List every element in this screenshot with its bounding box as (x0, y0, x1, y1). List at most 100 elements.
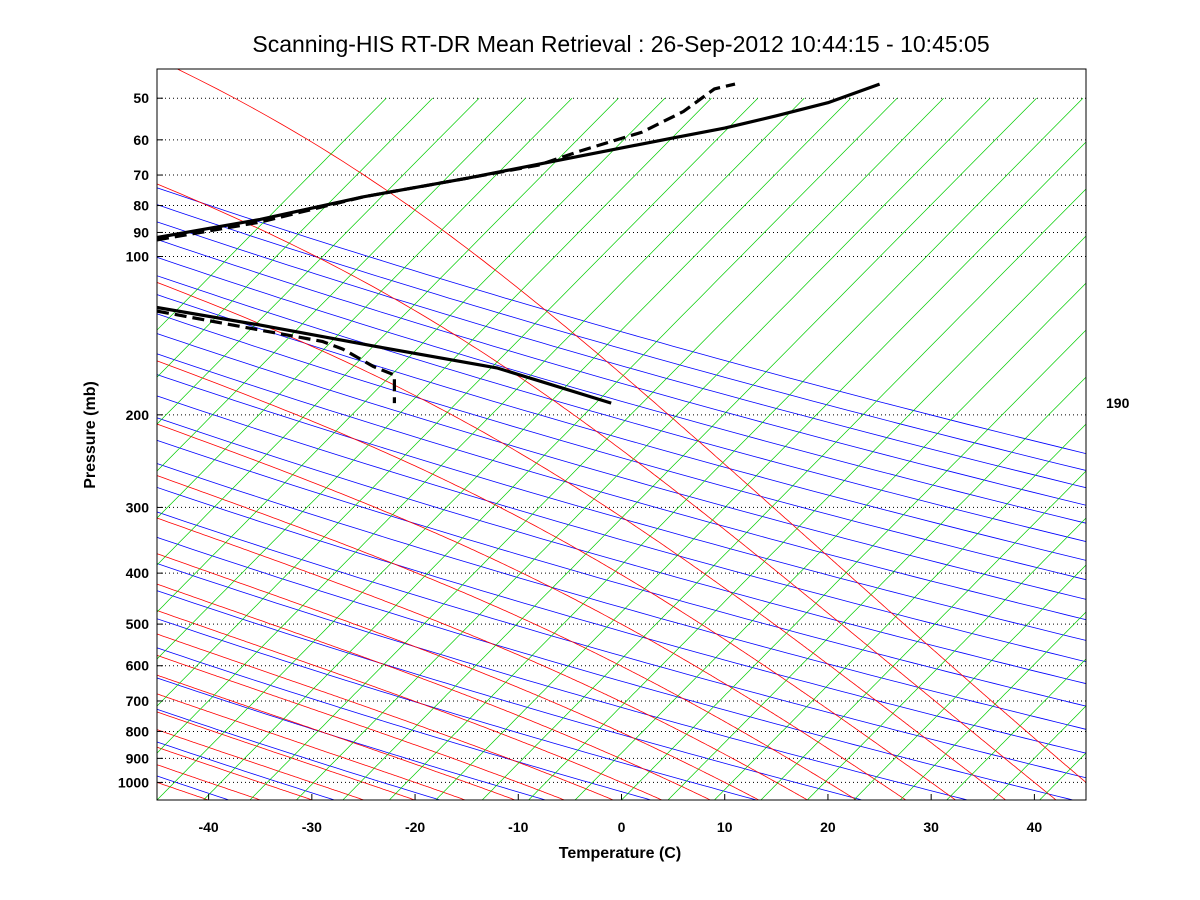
profile-line-dashed (157, 82, 736, 242)
moist-adiabat (157, 583, 711, 800)
moist-adiabat (157, 633, 614, 800)
y-axis: 50 60 70 80 90 100 200 300 400 500 600 700 800 900 100… (118, 90, 163, 790)
dry-adiabat (157, 536, 1074, 800)
mixing-ratio-line (946, 658, 1086, 800)
dry-adiabat (157, 741, 335, 800)
mixing-ratio-line (157, 97, 759, 707)
mixing-ratio-line (528, 235, 1086, 800)
y-tick-label: 1000 (118, 774, 149, 790)
mixing-ratio-line (807, 517, 1086, 800)
mixing-ratio-line (899, 611, 1086, 800)
x-tick-label: -10 (508, 819, 528, 835)
moist-adiabat (157, 423, 907, 800)
moist-adiabat (157, 746, 313, 800)
dry-adiabat (157, 439, 1086, 707)
dry-adiabat (157, 333, 1086, 600)
y-tick-label: 50 (133, 90, 149, 106)
mixing-ratio-line (157, 97, 712, 660)
side-label: 190 (1106, 395, 1130, 411)
moist-adiabat (157, 764, 261, 800)
dry-adiabat (157, 590, 863, 800)
y-tick-label: 900 (126, 750, 150, 766)
mixing-ratio-line (203, 97, 898, 800)
thermo-background-lines (0, 69, 1200, 800)
y-tick-label: 80 (133, 198, 149, 214)
mixing-ratio-line (621, 329, 1086, 800)
dry-adiabat (157, 563, 968, 800)
mixing-ratio-line (1039, 752, 1086, 800)
mixing-ratio-line (157, 97, 851, 800)
dry-adiabat (157, 395, 1086, 663)
x-tick-label: 30 (923, 819, 939, 835)
dry-adiabat (157, 256, 1086, 524)
mixing-ratio-line (389, 97, 1084, 800)
dry-adiabat (157, 511, 1086, 779)
dry-adiabat (157, 187, 1086, 455)
x-tick-label: -40 (198, 819, 218, 835)
moist-adiabat (157, 781, 209, 800)
y-tick-label: 300 (126, 499, 150, 515)
dry-adiabat (157, 353, 1086, 621)
mixing-ratio-line (1133, 98, 1200, 800)
moist-adiabat (157, 281, 1006, 800)
profile-line-solid (157, 82, 881, 240)
x-tick-label: 40 (1027, 819, 1043, 835)
mixing-ratio-line (157, 97, 433, 378)
y-axis-label: Pressure (mb) (82, 381, 99, 489)
mixing-ratio-line (435, 141, 1086, 800)
y-tick-label: 800 (126, 723, 150, 739)
x-tick-label: -20 (405, 819, 425, 835)
dry-adiabat (157, 204, 1086, 471)
mixing-ratio-line (157, 97, 480, 425)
dry-adiabat (157, 239, 1086, 506)
mixing-ratio-line (481, 188, 1086, 800)
profile-series (157, 82, 881, 405)
moist-adiabat (157, 674, 516, 800)
mixing-ratio-line (157, 97, 805, 754)
x-axis-label: Temperature (C) (559, 845, 681, 862)
moist-adiabat (176, 69, 1086, 783)
dry-adiabat (157, 618, 757, 800)
moist-adiabat (157, 517, 808, 800)
mixing-ratio-line (760, 470, 1086, 800)
dry-adiabat (157, 708, 441, 800)
y-tick-label: 60 (133, 132, 149, 148)
y-tick-label: 70 (133, 167, 149, 183)
moist-adiabat (157, 475, 857, 800)
mixing-ratio-line (667, 376, 1086, 800)
y-tick-label: 500 (126, 616, 150, 632)
moist-adiabat (157, 693, 466, 800)
dry-adiabat (0, 69, 18, 800)
mixing-ratio-line (992, 705, 1086, 800)
moist-adiabat (157, 360, 956, 800)
y-tick-label: 400 (126, 565, 150, 581)
mixing-ratio-line (157, 97, 526, 472)
dry-adiabat (0, 69, 123, 800)
mixing-ratio-line (157, 97, 666, 613)
x-tick-label: 20 (820, 819, 836, 835)
mixing-ratio-line (574, 282, 1086, 800)
dry-adiabat (157, 463, 1086, 730)
profile-line-dashed (157, 309, 396, 404)
y-tick-label: 200 (126, 407, 150, 423)
moist-adiabat (157, 654, 565, 800)
mixing-ratio-line (157, 97, 573, 519)
mixing-ratio-line (853, 564, 1086, 800)
moist-adiabat (157, 183, 1057, 800)
dry-adiabat (157, 275, 1086, 542)
y-tick-label: 600 (126, 658, 150, 674)
x-tick-label: 10 (717, 819, 733, 835)
mixing-ratio-line (157, 97, 619, 566)
y-tick-label: 90 (133, 224, 149, 240)
dry-adiabat (157, 221, 1086, 489)
chart-title: Scanning-HIS RT-DR Mean Retrieval : 26-S… (252, 31, 989, 57)
dry-adiabat (157, 374, 1086, 641)
x-axis: -40 -30 -20 -10 0 10 20 30 40 (198, 794, 1042, 835)
x-tick-label: 0 (618, 819, 626, 835)
dry-adiabat (157, 417, 1086, 685)
mixing-ratio-line (296, 97, 991, 800)
dry-adiabat (157, 294, 1086, 561)
mixing-ratio-line (342, 97, 1037, 800)
mixing-ratio-line (714, 423, 1086, 800)
y-tick-label: 100 (126, 249, 150, 265)
